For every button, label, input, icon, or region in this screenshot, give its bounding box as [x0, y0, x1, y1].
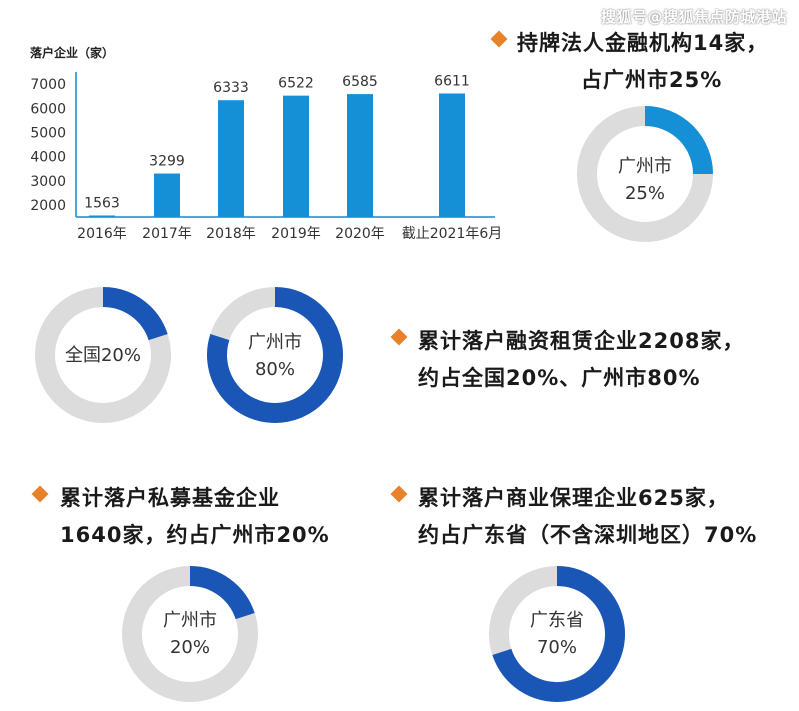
bar: [439, 93, 465, 217]
x-tick-label: 2016年: [77, 226, 127, 242]
bullet-fund: [31, 485, 49, 503]
donut-guangzhou-20-line1: 广州市: [163, 610, 217, 631]
bar: [283, 95, 309, 217]
x-tick-label: 2020年: [335, 226, 385, 242]
donut-guangzhou-20: [122, 566, 258, 702]
factoring-headline-line2: 约占广东省（不含深圳地区）70%: [418, 523, 758, 547]
donut-guangzhou-20-line2: 20%: [169, 637, 210, 658]
x-tick-label: 2019年: [271, 226, 321, 242]
donut-guangzhou-25-line2: 25%: [624, 183, 665, 204]
donut-guangzhou-80: [207, 287, 343, 423]
donut-slice: [207, 287, 343, 423]
donut-national-20: [35, 287, 171, 423]
bar-chart: 落户企业（家） 2000 3000 4000 5000 6000 7000 1563 201…: [30, 45, 502, 242]
x-tick-label: 2017年: [142, 226, 192, 242]
bar-group: 1563 2016年 3299 2017年 6333 2018年 6522 2019年 6585…: [77, 73, 502, 242]
donut-slice: [102, 287, 168, 341]
x-tick-label: 2018年: [206, 226, 256, 242]
x-tick-label: 截止2021年6月: [402, 226, 503, 242]
bullet-leasing: [390, 328, 408, 346]
donut-guangzhou-20-label: 广州市 20%: [120, 607, 260, 661]
donut-guangzhou-80-label: 广州市 80%: [205, 329, 345, 383]
y-tick-label: 6000: [30, 101, 66, 117]
bar-value-label: 6611: [434, 73, 470, 89]
factoring-headline-line1: 累计落户商业保理企业625家，: [418, 486, 729, 510]
watermark-text: 搜狐号@搜狐焦点防城港站: [600, 8, 787, 26]
bar: [218, 100, 244, 217]
bar-value-label: 3299: [149, 154, 185, 170]
leasing-headline-line2: 约占全国20%、广州市80%: [418, 366, 701, 390]
bar-value-label: 6585: [342, 74, 378, 90]
y-tick-group: 2000 3000 4000 5000 6000 7000: [30, 77, 66, 214]
fund-headline-line2: 1640家，约占广州市20%: [60, 523, 330, 547]
donut-slice: [492, 566, 625, 702]
donut-guangdong-70-line1: 广东省: [530, 610, 584, 631]
bar: [154, 173, 180, 217]
y-tick-label: 2000: [30, 198, 66, 214]
bar-value-label: 1563: [84, 195, 120, 211]
finance-headline-line1: 持牌法人金融机构14家，: [517, 31, 769, 55]
bar: [89, 215, 115, 217]
leasing-headline-line1: 累计落户融资租赁企业2208家，: [418, 329, 745, 353]
bar: [347, 94, 373, 217]
donut-guangzhou-25-label: 广州市 25%: [575, 153, 715, 207]
fund-headline-line1: 累计落户私募基金企业: [60, 486, 280, 510]
y-tick-label: 4000: [30, 150, 66, 166]
donut-guangzhou-80-line1: 广州市: [248, 332, 302, 353]
bar-chart-title: 落户企业（家）: [30, 45, 114, 60]
bar-value-label: 6522: [278, 76, 314, 92]
donut-slice: [644, 106, 713, 175]
donut-guangzhou-25-line1: 广州市: [618, 156, 672, 177]
donut-guangdong-70: [489, 566, 625, 702]
donut-slice: [189, 566, 255, 620]
donut-guangzhou-25: [577, 106, 713, 242]
bullet-factoring: [390, 485, 408, 503]
donut-national-20-label: 全国20%: [33, 342, 173, 369]
donut-guangzhou-80-line2: 80%: [254, 359, 295, 380]
bar-value-label: 6333: [213, 80, 249, 96]
donut-guangdong-70-label: 广东省 70%: [487, 607, 627, 661]
y-tick-label: 5000: [30, 125, 66, 141]
donut-guangdong-70-line2: 70%: [536, 637, 577, 658]
finance-headline-line2: 占广州市25%: [581, 68, 723, 92]
donut-national-20-line1: 全国20%: [64, 345, 141, 366]
y-tick-label: 3000: [30, 174, 66, 190]
y-tick-label: 7000: [30, 77, 66, 93]
